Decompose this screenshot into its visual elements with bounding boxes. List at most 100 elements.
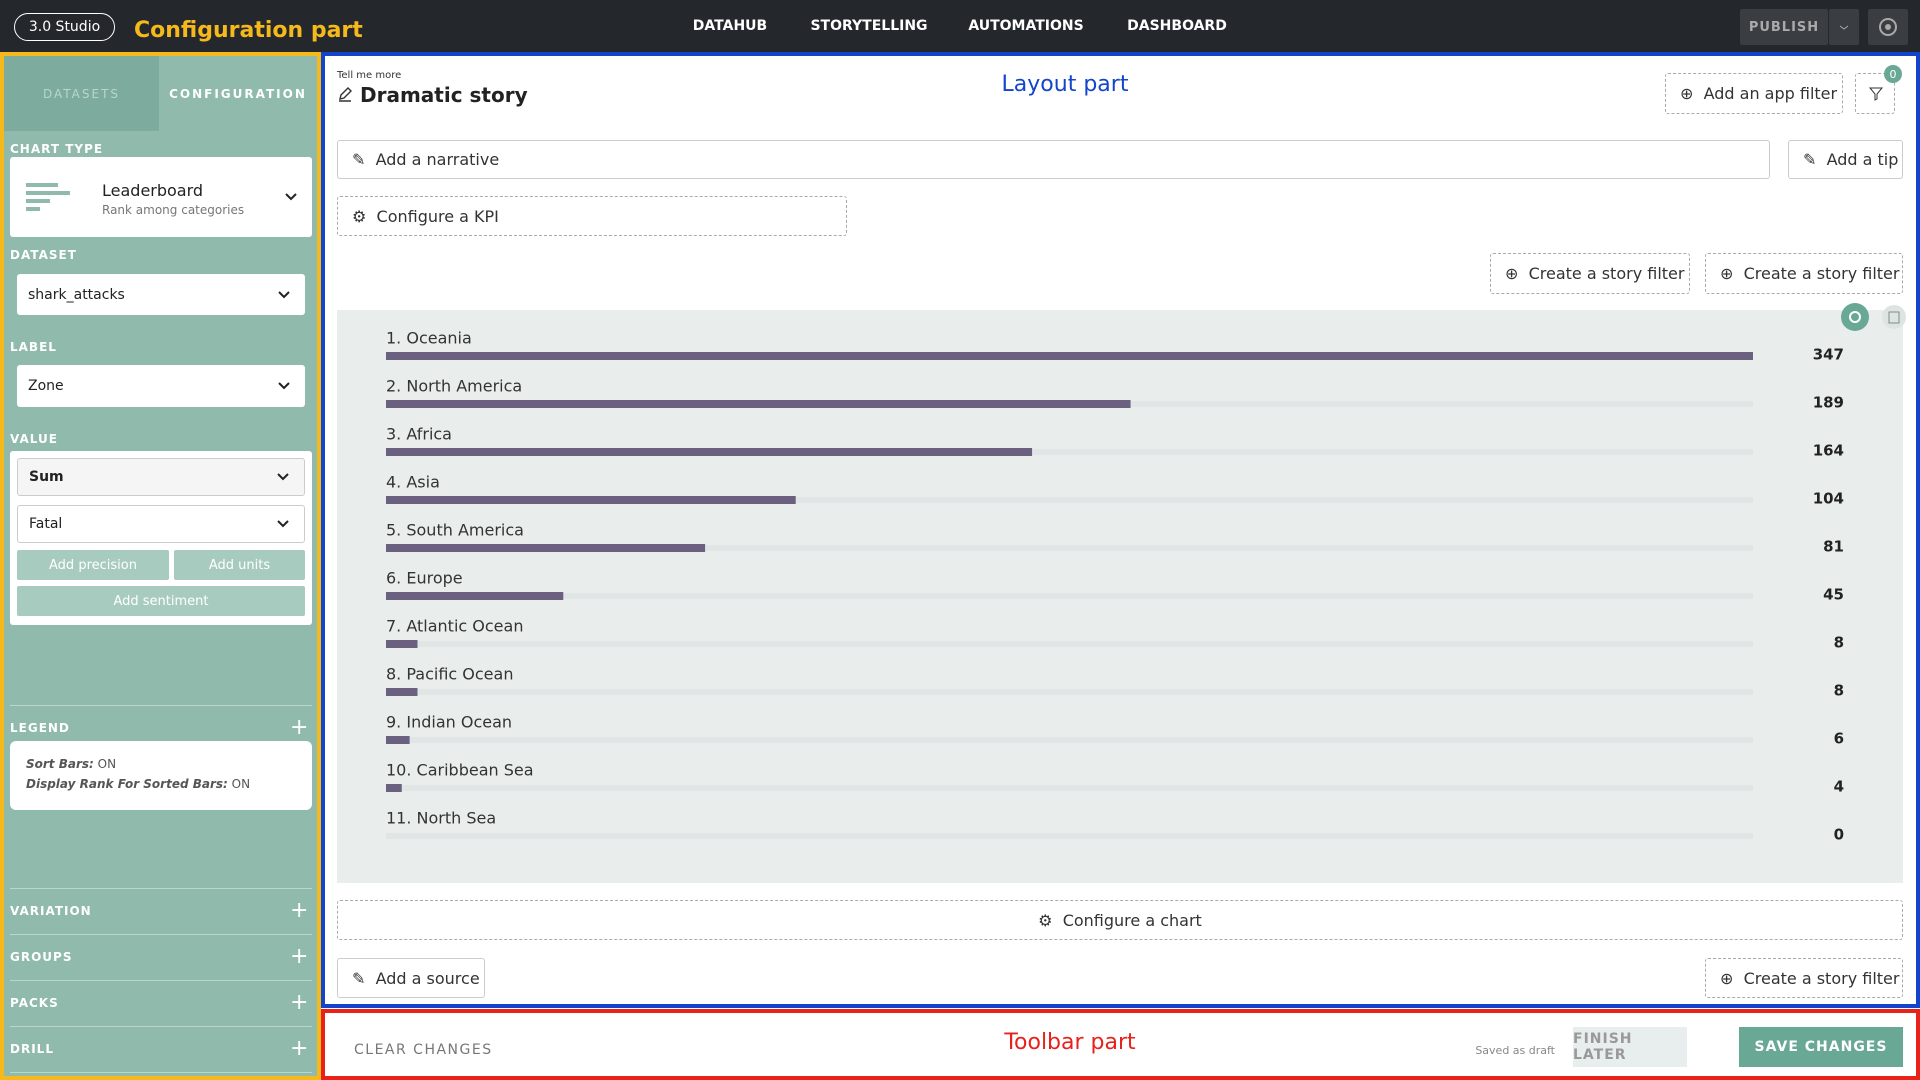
value-label: 6: [1834, 730, 1844, 748]
bar-track: [386, 833, 1753, 839]
category-label: 7. Atlantic Ocean: [386, 617, 523, 636]
value-label: 104: [1813, 490, 1844, 508]
expand-icon[interactable]: +: [290, 944, 309, 969]
column-select[interactable]: Fatal: [17, 505, 305, 543]
kpi-button[interactable]: ⚙ Configure a KPI: [337, 196, 847, 236]
publish-button[interactable]: PUBLISH: [1740, 9, 1828, 45]
studio-badge[interactable]: 3.0 Studio: [14, 13, 115, 41]
key: Display Rank For Sorted Bars:: [26, 777, 228, 791]
annotation: Configuration part: [134, 18, 363, 43]
add-units[interactable]: Add units: [174, 550, 305, 580]
status: Saved as draft: [1475, 1044, 1555, 1057]
category-label: 9. Indian Ocean: [386, 713, 512, 732]
bar: [386, 448, 1033, 456]
bar: [386, 784, 402, 792]
add-precision[interactable]: Add precision: [17, 550, 169, 580]
expand-icon[interactable]: +: [290, 990, 309, 1015]
gear-icon: [1879, 18, 1897, 36]
section-title[interactable]: DRILL: [10, 1042, 54, 1056]
nav-item[interactable]: AUTOMATIONS: [968, 18, 1084, 34]
bar-track: [386, 545, 1753, 551]
bar-track: [386, 449, 1753, 455]
value: Fatal: [29, 516, 63, 532]
bar: [386, 592, 564, 600]
field-label: LABEL: [10, 340, 57, 354]
sort-setting: Display Rank For Sorted Bars: ON: [26, 777, 250, 791]
bar-track: [386, 593, 1753, 599]
bar: [386, 736, 410, 744]
aggregation-select[interactable]: Sum: [17, 458, 305, 496]
filter-icon: [1868, 87, 1884, 101]
field-label: VALUE: [10, 432, 58, 446]
section-title[interactable]: LEGEND: [10, 721, 70, 735]
story-filter-button[interactable]: ⊕ Create a story filter: [1705, 253, 1903, 294]
bar: [386, 352, 1753, 360]
category-label: 2. North America: [386, 377, 522, 396]
chart-type-icon: [26, 183, 70, 211]
label: Add an app filter: [1703, 84, 1838, 103]
top-bar: 3.0 Studio Configuration part DATAHUB STO…: [0, 0, 1920, 52]
tab[interactable]: DATASETS: [4, 56, 159, 131]
finish-later[interactable]: FINISH LATER: [1573, 1027, 1687, 1067]
dataset-select[interactable]: shark_attacks: [17, 274, 305, 315]
nav-item[interactable]: STORYTELLING: [810, 18, 928, 34]
add-sentiment[interactable]: Add sentiment: [17, 586, 305, 616]
label: Create a story filter: [1743, 968, 1900, 988]
value-box: Sum Fatal Add precision Add units Add se…: [10, 451, 312, 625]
label: Add a source: [375, 968, 480, 988]
divider: [10, 934, 312, 935]
nav-item[interactable]: DATAHUB: [692, 18, 768, 34]
divider: [10, 1072, 312, 1073]
chart-type-desc: Rank among categories: [102, 203, 245, 217]
publish-dropdown[interactable]: [1829, 9, 1859, 45]
bar: [386, 688, 418, 696]
sections: LEGEND+SORT+VARIATION+GROUPS+PACKS+DRILL…: [4, 56, 317, 1076]
nav-item[interactable]: DASHBOARD: [1127, 18, 1227, 34]
tab[interactable]: CONFIGURATION: [169, 86, 307, 101]
settings-button[interactable]: [1868, 9, 1908, 45]
sort-setting: Sort Bars: ON: [26, 757, 116, 771]
save-changes[interactable]: SAVE CHANGES: [1739, 1027, 1903, 1067]
toolbar: CLEAR CHANGES Toolbar part Saved as draf…: [321, 1009, 1920, 1080]
annotation: Layout part: [1001, 72, 1129, 97]
chevron: [285, 193, 297, 201]
story-filter-button[interactable]: ⊕ Create a story filter: [1705, 958, 1903, 998]
configure-chart-button[interactable]: ⚙ Configure a chart: [337, 900, 1903, 940]
category-label: 11. North Sea: [386, 809, 496, 828]
label: Add a tip: [1826, 150, 1899, 169]
section-title[interactable]: PACKS: [10, 996, 59, 1010]
chart-actions[interactable]: [1838, 301, 1908, 335]
tip-button[interactable]: ✎ Add a tip: [1788, 140, 1903, 179]
label: Add a narrative: [375, 150, 500, 169]
value-label: 8: [1834, 682, 1844, 700]
story-filter-button[interactable]: ⊕ Create a story filter: [1490, 253, 1690, 294]
value-label: 81: [1823, 538, 1844, 556]
story-title[interactable]: Dramatic story: [360, 83, 528, 107]
label: Configure a chart: [1062, 910, 1202, 930]
section-title[interactable]: GROUPS: [10, 950, 73, 964]
divider: [10, 888, 312, 889]
source-button[interactable]: ✎ Add a source: [337, 958, 485, 998]
value-label: 189: [1813, 394, 1844, 412]
label-select[interactable]: Zone: [17, 365, 305, 407]
category-label: 8. Pacific Ocean: [386, 665, 513, 684]
chevron: [277, 473, 289, 481]
app-filter-button[interactable]: ⊕ Add an app filter: [1665, 73, 1843, 114]
chevron: [277, 520, 289, 528]
narrative-input[interactable]: ✎ Add a narrative: [337, 140, 1770, 179]
category-label: 1. Oceania: [386, 329, 472, 348]
expand-icon[interactable]: +: [290, 898, 309, 923]
value: Sum: [29, 469, 64, 485]
value-label: 347: [1813, 346, 1844, 364]
chevron: [278, 382, 290, 390]
value-label: 8: [1834, 634, 1844, 652]
expand-icon[interactable]: +: [290, 715, 309, 740]
edit-icon: [339, 87, 352, 102]
expand-icon[interactable]: +: [290, 1036, 309, 1061]
chevron: [1839, 25, 1849, 30]
chart-type-card[interactable]: Leaderboard Rank among categories: [10, 157, 312, 237]
clear-changes[interactable]: CLEAR CHANGES: [354, 1042, 493, 1058]
field-label: DATASET: [10, 248, 77, 262]
section-title[interactable]: VARIATION: [10, 904, 92, 918]
divider: [10, 1026, 312, 1027]
